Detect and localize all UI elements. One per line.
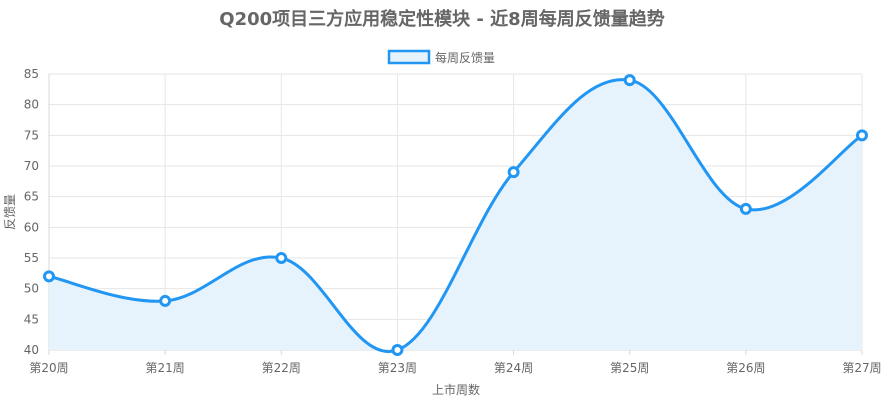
y-tick-label: 45 [24,312,39,326]
data-point[interactable] [43,270,55,283]
y-tick-label: 80 [24,98,39,112]
x-tick-label: 第24周 [494,361,533,375]
data-point[interactable] [391,344,404,356]
legend[interactable]: 每周反馈量 [387,49,495,65]
series-layer [47,78,864,354]
data-point[interactable] [739,202,752,215]
y-tick-label: 40 [24,343,39,357]
legend-swatch [387,49,431,65]
y-tick-label: 55 [24,251,39,265]
tick-layer: 40 45 50 55 60 65 70 75 80 85 第20周 第21周 第22周 第23周 第24周… [24,67,882,375]
x-tick-label: 第21周 [146,361,185,375]
data-point[interactable] [159,294,172,307]
series-line [47,78,864,354]
y-tick-label: 70 [24,159,39,173]
y-axis-title: 反馈量 [3,194,17,230]
y-tick-label: 50 [24,282,39,296]
chart-title: Q200项目三方应用稳定性模块 - 近8周每周反馈量趋势 [219,8,664,30]
y-tick-label: 85 [24,67,39,81]
y-tick-label: 75 [24,128,39,142]
x-tick-label: 第26周 [726,361,765,375]
x-tick-label: 第20周 [29,361,68,375]
legend-label: 每周反馈量 [435,50,495,65]
series-area-fill [49,79,862,352]
x-tick-label: 第25周 [610,361,649,375]
data-point[interactable] [856,129,868,142]
y-tick-label: 65 [24,190,39,204]
data-point[interactable] [507,166,520,179]
x-tick-label: 第22周 [262,361,301,375]
y-tick-label: 60 [24,220,39,234]
data-point[interactable] [623,74,636,87]
data-point[interactable] [275,252,288,264]
x-axis-title: 上市周数 [432,382,480,397]
points-layer [43,74,868,356]
x-tick-label: 第27周 [842,361,881,375]
x-tick-label: 第23周 [378,361,417,375]
